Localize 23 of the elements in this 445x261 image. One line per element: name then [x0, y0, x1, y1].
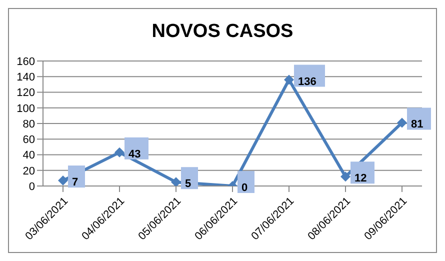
y-tick-label: 120 [16, 87, 35, 100]
data-label: 5 [185, 178, 192, 190]
point [340, 172, 350, 182]
y-tick-label: 100 [16, 102, 35, 115]
point [171, 177, 181, 186]
y-tick-label: 140 [16, 72, 35, 84]
y-tick-label: 60 [22, 134, 35, 146]
y-tick-label: 80 [22, 118, 35, 130]
point [58, 176, 68, 186]
point [397, 118, 407, 128]
y-tick-label: 0 [28, 180, 35, 193]
chart-title: NOVOS CASOS [150, 21, 294, 44]
y-tick-label: 160 [16, 56, 35, 68]
y-tick-label: 40 [22, 150, 35, 162]
point [284, 74, 294, 85]
data-label: 12 [354, 172, 367, 185]
point [114, 147, 124, 158]
y-tick-label: 20 [22, 165, 35, 178]
data-label: 7 [72, 176, 78, 189]
data-label: 136 [298, 76, 316, 88]
data-label: 81 [411, 118, 424, 131]
data-label: 43 [128, 148, 141, 160]
data-label: 0 [242, 182, 248, 194]
